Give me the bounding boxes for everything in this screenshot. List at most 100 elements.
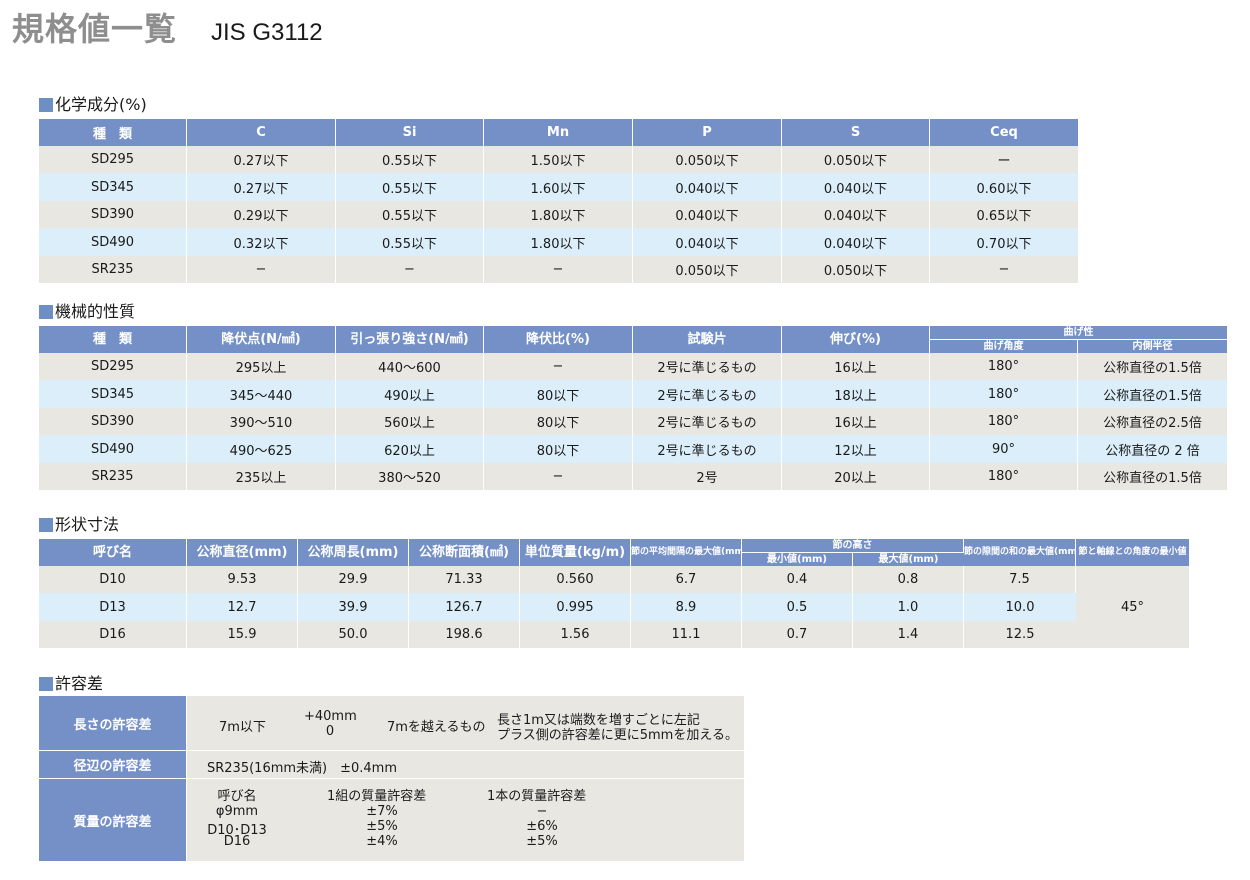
- table-cell: 39.9: [298, 593, 409, 621]
- tolerance-table: 長さの許容差 7m以下 +40mm 0 7mを越えるもの 長さ1m又は端数を増す…: [39, 696, 744, 861]
- length-plus: +40mm: [304, 709, 357, 724]
- table-cell: 345〜440: [187, 380, 336, 408]
- table-cell: 0.8: [853, 566, 964, 593]
- table-cell: 1.56: [520, 621, 631, 648]
- table-row: D13 12.7 39.9 126.7 0.995 8.9 0.5 1.0 10…: [39, 593, 1189, 621]
- section-mechanical: 機械的性質: [39, 302, 135, 322]
- mass-row-one: −: [536, 804, 548, 819]
- table-row: SR235 235以上 380〜520 − 2号 20以上 180° 公称直径の…: [39, 463, 1227, 490]
- table-cell: 0.050以下: [782, 146, 930, 173]
- mechanical-header-row: 種 類 降伏点(N/㎟) 引っ張り強さ(N/㎟) 降伏比(%) 試験片 伸び(%…: [39, 326, 1227, 353]
- table-cell: 295以上: [187, 353, 336, 380]
- mass-row-set: ±7%: [366, 804, 398, 819]
- table-cell: −: [930, 256, 1078, 283]
- mechanical-subheader-row: 曲げ角度 内側半径: [39, 340, 1227, 353]
- angle-value-cell: 45°: [1076, 566, 1189, 648]
- chem-header-s: S: [782, 119, 930, 146]
- mass-row-name: D10･D13: [207, 823, 267, 838]
- standard-code: JIS G3112: [211, 19, 323, 46]
- shape-header-row: 呼び名 公称直径(mm) 公称周長(mm) 公称断面積(㎟) 単位質量(kg/m…: [39, 539, 1189, 566]
- diameter-tolerance-row: 径辺の許容差 SR235(16mm未満) ±0.4mm: [39, 751, 744, 778]
- table-cell: 1.60以下: [484, 173, 633, 201]
- table-cell: 560以上: [336, 408, 484, 435]
- mass-header-one: 1本の質量許容差: [487, 789, 587, 804]
- length-minus: 0: [325, 724, 335, 739]
- page-title: 規格値一覧: [12, 10, 178, 48]
- table-cell: 620以上: [336, 435, 484, 463]
- shape-header-perimeter: 公称周長(mm): [298, 539, 409, 566]
- table-cell: 16以上: [782, 408, 930, 435]
- table-cell: 180°: [930, 408, 1078, 435]
- mass-row-name: D16: [223, 834, 251, 849]
- table-cell: −: [484, 256, 633, 283]
- mech-header-bend-group: 曲げ性: [930, 326, 1227, 340]
- section-marker-icon: [39, 305, 53, 319]
- length-tolerance-label: 長さの許容差: [39, 696, 186, 750]
- chem-header-p: P: [633, 119, 782, 146]
- table-cell: 71.33: [409, 566, 520, 593]
- chemical-table: 種 類 C Si Mn P S Ceq SD295 0.27以下 0.55以下 …: [39, 119, 1078, 283]
- mass-tolerance-row: 質量の許容差 呼び名 1組の質量許容差 1本の質量許容差 φ9mm ±7% − …: [39, 779, 744, 861]
- shape-subheader-row: 最小値(mm) 最大値(mm): [39, 553, 1189, 566]
- section-chemical-title: 化学成分(%): [55, 95, 147, 114]
- table-cell: 16以上: [782, 353, 930, 380]
- table-cell: 12以上: [782, 435, 930, 463]
- mech-header-specimen: 試験片: [633, 326, 782, 353]
- mech-header-yield-point: 降伏点(N/㎟): [187, 326, 336, 353]
- shape-header-area: 公称断面積(㎟): [409, 539, 520, 566]
- table-cell: 9.53: [187, 566, 298, 593]
- table-cell: 7.5: [964, 566, 1076, 593]
- shape-header-height-group: 節の高さ: [742, 539, 964, 553]
- table-cell: 0.040以下: [782, 201, 930, 228]
- table-cell: 90°: [930, 435, 1078, 463]
- table-cell: 18以上: [782, 380, 930, 408]
- table-cell: 80以下: [484, 408, 633, 435]
- table-cell: 公称直径の1.5倍: [1078, 463, 1227, 490]
- table-cell: 440〜600: [336, 353, 484, 380]
- table-cell: SD345: [39, 173, 187, 201]
- table-cell: 0.560: [520, 566, 631, 593]
- mechanical-table: 種 類 降伏点(N/㎟) 引っ張り強さ(N/㎟) 降伏比(%) 試験片 伸び(%…: [39, 326, 1227, 490]
- table-cell: 0.55以下: [336, 173, 484, 201]
- table-cell: 180°: [930, 380, 1078, 408]
- table-row: SD345 0.27以下 0.55以下 1.60以下 0.040以下 0.040…: [39, 173, 1078, 201]
- table-cell: 380〜520: [336, 463, 484, 490]
- table-cell: 公称直径の1.5倍: [1078, 380, 1227, 408]
- table-row: SD345 345〜440 490以上 80以下 2号に準じるもの 18以上 1…: [39, 380, 1227, 408]
- shape-header-height-max: 最大値(mm): [853, 553, 964, 566]
- mass-row-one: ±5%: [526, 834, 558, 849]
- table-row: SD490 490〜625 620以上 80以下 2号に準じるもの 12以上 9…: [39, 435, 1227, 463]
- table-cell: 0.050以下: [633, 146, 782, 173]
- table-cell: 0.5: [742, 593, 853, 621]
- shape-header-mass: 単位質量(kg/m): [520, 539, 631, 566]
- table-cell: −: [336, 256, 484, 283]
- table-cell: 0.55以下: [336, 201, 484, 228]
- mass-header-set: 1組の質量許容差: [327, 789, 427, 804]
- table-cell: 20以上: [782, 463, 930, 490]
- shape-header-avg-spacing: 節の平均間隔の最大値(mm): [631, 539, 742, 566]
- chemical-header-row: 種 類 C Si Mn P S Ceq: [39, 119, 1078, 146]
- table-row: SD390 390〜510 560以上 80以下 2号に準じるもの 16以上 1…: [39, 408, 1227, 435]
- table-row: SR235 − − − 0.050以下 0.050以下 −: [39, 256, 1078, 283]
- shape-header-name: 呼び名: [39, 539, 187, 566]
- table-cell: 1.50以下: [484, 146, 633, 173]
- length-note-line2: プラス側の許容差に更に5mmを加える。: [497, 728, 738, 743]
- mech-header-inner-radius: 内側半径: [1078, 340, 1227, 353]
- table-cell: 8.9: [631, 593, 742, 621]
- section-marker-icon: [39, 98, 53, 112]
- table-cell: 126.7: [409, 593, 520, 621]
- table-cell: −: [484, 353, 633, 380]
- table-row: SD490 0.32以下 0.55以下 1.80以下 0.040以下 0.040…: [39, 228, 1078, 256]
- table-cell: 2号に準じるもの: [633, 353, 782, 380]
- table-cell: ー: [930, 146, 1078, 173]
- table-cell: 490〜625: [187, 435, 336, 463]
- table-cell: 80以下: [484, 380, 633, 408]
- table-cell: 0.050以下: [782, 256, 930, 283]
- mech-header-tensile: 引っ張り強さ(N/㎟): [336, 326, 484, 353]
- table-cell: 0.7: [742, 621, 853, 648]
- table-cell: D16: [39, 621, 187, 648]
- section-marker-icon: [39, 677, 53, 691]
- section-marker-icon: [39, 518, 53, 532]
- shape-header-height-min: 最小値(mm): [742, 553, 853, 566]
- table-row: SD295 295以上 440〜600 − 2号に準じるもの 16以上 180°…: [39, 353, 1227, 380]
